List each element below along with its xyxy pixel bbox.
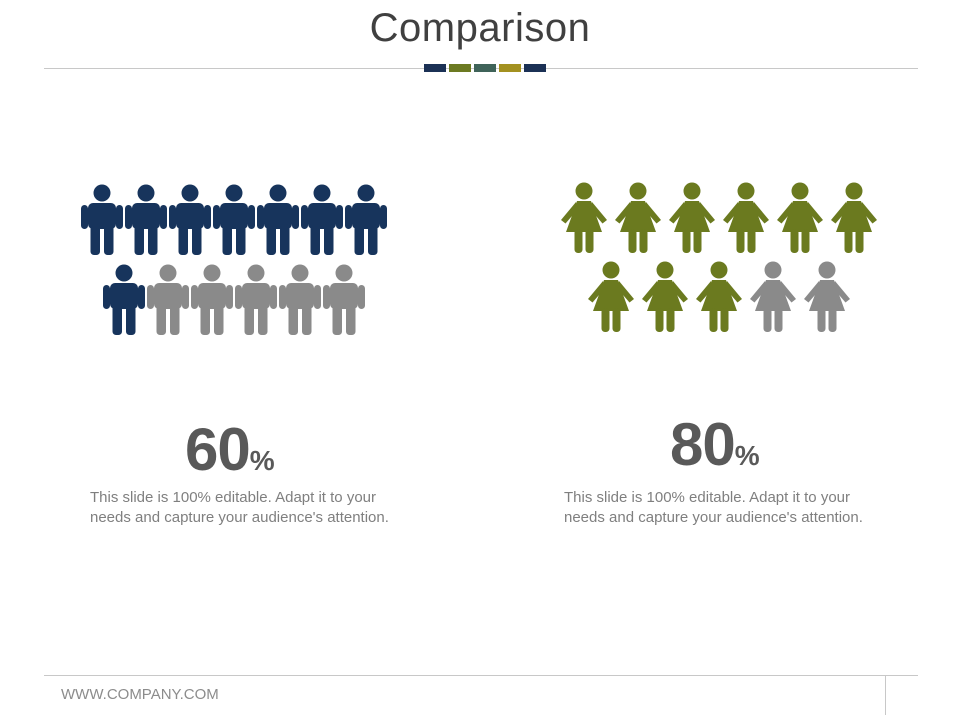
female-person-icon xyxy=(804,261,850,332)
female-person-icon xyxy=(642,261,688,332)
male-icon-row-top xyxy=(80,184,388,256)
male-icon-row-bottom xyxy=(102,264,366,336)
male-person-icon xyxy=(147,264,189,335)
female-person-icon xyxy=(561,182,607,253)
footer-divider xyxy=(44,675,918,676)
accent-swatch xyxy=(524,64,546,72)
slide-title: Comparison xyxy=(369,6,591,50)
male-person-icon xyxy=(235,264,277,335)
accent-swatch xyxy=(474,64,496,72)
female-person-icon xyxy=(777,182,823,253)
male-person-icon xyxy=(191,264,233,335)
female-icon-row-top xyxy=(557,182,881,254)
right-percentage-value: 80 xyxy=(670,411,736,478)
female-person-icon xyxy=(588,261,634,332)
left-percentage-value: 60 xyxy=(185,416,251,483)
male-person-icon xyxy=(169,184,211,255)
right-description: This slide is 100% editable. Adapt it to… xyxy=(564,489,863,526)
male-person-icon xyxy=(345,184,387,255)
male-person-icon xyxy=(301,184,343,255)
male-person-icon xyxy=(213,184,255,255)
male-person-icon xyxy=(103,264,145,335)
accent-color-bar xyxy=(424,64,546,72)
left-percentage-unit: % xyxy=(249,445,275,476)
male-person-icon xyxy=(279,264,321,335)
female-icon-row-bottom xyxy=(584,261,854,333)
female-person-icon xyxy=(696,261,742,332)
accent-swatch xyxy=(424,64,446,72)
female-person-icon xyxy=(723,182,769,253)
footer-website: WWW.COMPANY.COM xyxy=(61,686,219,703)
left-percentage: 60% xyxy=(185,420,275,491)
left-description: This slide is 100% editable. Adapt it to… xyxy=(90,489,389,526)
male-person-icon xyxy=(125,184,167,255)
accent-swatch xyxy=(449,64,471,72)
right-percentage: 80% xyxy=(670,415,760,486)
male-person-icon xyxy=(81,184,123,255)
male-person-icon xyxy=(323,264,365,335)
footer-vertical-divider xyxy=(885,675,886,715)
female-person-icon xyxy=(750,261,796,332)
right-percentage-unit: % xyxy=(734,440,760,471)
female-person-icon xyxy=(831,182,877,253)
male-person-icon xyxy=(257,184,299,255)
female-person-icon xyxy=(669,182,715,253)
female-person-icon xyxy=(615,182,661,253)
accent-swatch xyxy=(499,64,521,72)
